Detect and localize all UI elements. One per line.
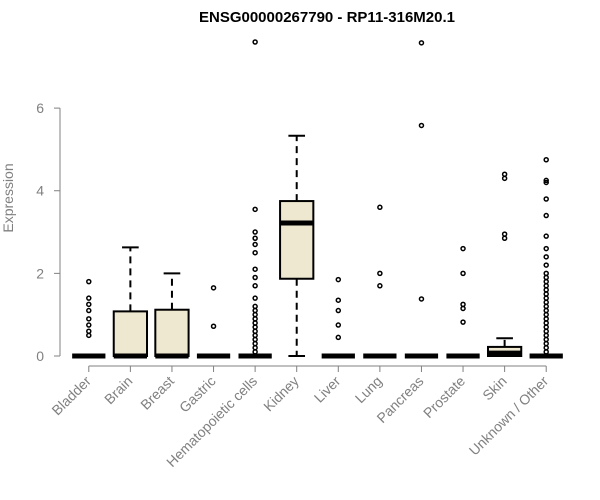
outlier-point: [418, 40, 425, 46]
box-group: [279, 134, 315, 357]
outlier-point: [543, 177, 549, 184]
x-tick-label: Kidney: [260, 373, 302, 415]
outlier-point: [252, 283, 258, 289]
outlier-point: [377, 283, 383, 289]
outlier-point: [335, 297, 342, 303]
x-tick-label: Brain: [101, 373, 135, 407]
outlier-point: [86, 328, 92, 334]
outlier-point: [460, 319, 466, 325]
y-tick-label: 2: [36, 265, 44, 281]
box-body: [154, 308, 190, 358]
outlier-point: [543, 233, 549, 239]
outlier-point: [460, 270, 466, 277]
box-group: [154, 272, 190, 359]
outlier-point: [210, 285, 217, 291]
outlier-point: [252, 249, 258, 256]
outlier-point: [252, 295, 258, 301]
x-tick-label: Liver: [311, 373, 344, 406]
outlier-point: [501, 171, 508, 177]
x-tick-label: Skin: [479, 373, 510, 404]
y-tick-label: 4: [36, 183, 44, 199]
box-group: [529, 157, 563, 359]
outlier-point: [252, 235, 258, 241]
outlier-point: [501, 231, 508, 237]
outlier-point: [543, 254, 549, 260]
outlier-point: [460, 245, 466, 252]
x-tick-label: Unknown / Other: [466, 373, 552, 459]
outlier-point: [335, 307, 342, 314]
x-tick-label: Breast: [137, 373, 177, 413]
outlier-point: [460, 301, 466, 308]
box-group: [363, 204, 397, 359]
x-tick-label: Lung: [352, 373, 385, 406]
outlier-point: [418, 296, 425, 302]
outlier-point: [335, 334, 342, 341]
box-group: [196, 285, 231, 359]
box-group: [446, 245, 480, 359]
outlier-point: [543, 262, 549, 268]
outlier-point: [543, 270, 549, 277]
outlier-point: [252, 274, 258, 281]
box-group: [486, 171, 523, 357]
box-body: [112, 310, 149, 357]
x-tick-label: Bladder: [48, 373, 94, 419]
box-group: [112, 246, 149, 359]
outlier-point: [543, 245, 549, 252]
outlier-point: [210, 323, 217, 330]
box-group: [238, 39, 272, 359]
outlier-point: [335, 322, 342, 328]
outlier-point: [86, 316, 92, 322]
outlier-point: [252, 229, 258, 235]
box-group: [404, 40, 439, 359]
x-tick-label: Prostate: [420, 373, 468, 421]
outlier-point: [418, 122, 425, 129]
outlier-point: [543, 157, 549, 163]
box-body: [279, 200, 315, 280]
outlier-point: [252, 241, 258, 248]
box-group: [72, 278, 106, 359]
outlier-point: [335, 276, 342, 283]
outlier-point: [86, 301, 92, 308]
y-tick-label: 6: [36, 100, 44, 116]
box-group: [321, 276, 355, 359]
outlier-point: [86, 278, 92, 285]
outlier-point: [252, 39, 258, 45]
outlier-point: [252, 303, 258, 310]
outlier-point: [543, 179, 549, 186]
outlier-point: [86, 295, 92, 301]
y-axis-label: Expression: [0, 163, 16, 232]
outlier-point: [86, 307, 92, 314]
outlier-point: [86, 322, 92, 328]
y-axis: 0 2 4 6: [36, 100, 61, 364]
box-series: [72, 39, 563, 359]
outlier-point: [252, 206, 258, 213]
outlier-point: [377, 270, 383, 277]
outlier-point: [543, 212, 549, 219]
y-tick-label: 0: [36, 348, 44, 364]
outlier-point: [377, 204, 383, 211]
chart-title: ENSG00000267790 - RP11-316M20.1: [199, 9, 455, 26]
outlier-point: [252, 266, 258, 272]
outlier-point: [543, 196, 549, 202]
